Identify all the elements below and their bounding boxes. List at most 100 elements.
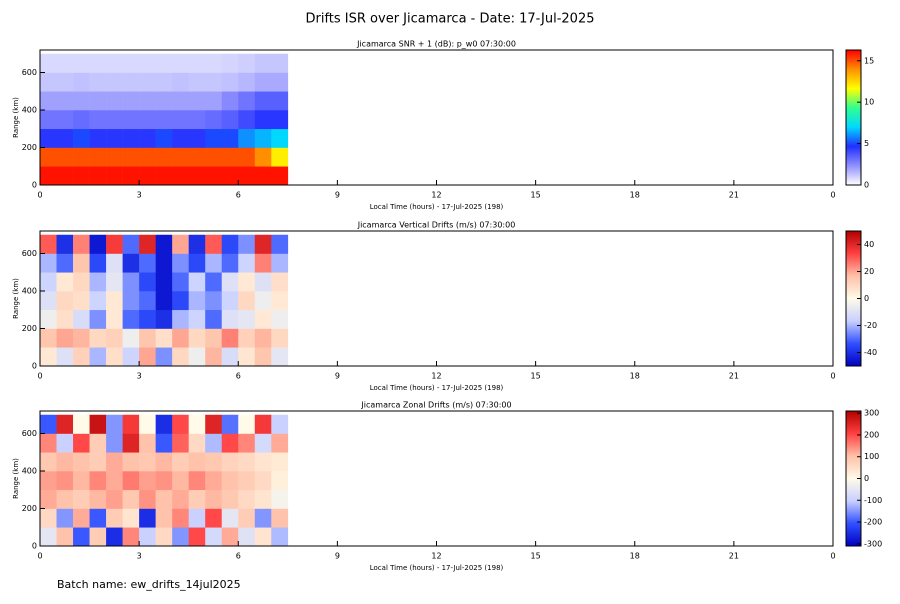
heatmap-cell bbox=[106, 234, 123, 254]
heatmap-cell bbox=[172, 328, 189, 348]
heatmap-cell bbox=[122, 471, 140, 491]
x-tick-label: 15 bbox=[531, 552, 541, 561]
heatmap-cell bbox=[89, 72, 107, 92]
heatmap-cell bbox=[56, 452, 74, 472]
heatmap-cell bbox=[56, 110, 74, 130]
heatmap-cell bbox=[254, 53, 272, 73]
heatmap-cell bbox=[89, 527, 107, 546]
heatmap-cell bbox=[271, 253, 289, 273]
heatmap-cell bbox=[238, 471, 256, 491]
heatmap-cell bbox=[56, 471, 74, 491]
heatmap-cell bbox=[205, 53, 223, 73]
heatmap-cell bbox=[205, 347, 223, 366]
heatmap-cell bbox=[40, 234, 57, 254]
heatmap-cell bbox=[56, 291, 74, 311]
heatmap-cell bbox=[40, 53, 57, 73]
heatmap-cell bbox=[172, 110, 189, 130]
heatmap-cell bbox=[56, 328, 74, 348]
heatmap-cell bbox=[89, 234, 107, 254]
heatmap-cell bbox=[205, 91, 223, 111]
heatmap-cell bbox=[155, 471, 173, 491]
heatmap-cell bbox=[205, 452, 223, 472]
heatmap-cell bbox=[122, 508, 140, 528]
heatmap-cell bbox=[155, 234, 173, 254]
x-tick-label: 0 bbox=[830, 552, 835, 561]
heatmap-cell bbox=[122, 309, 140, 329]
heatmap-cell bbox=[238, 272, 256, 292]
heatmap-cell bbox=[122, 234, 140, 254]
heatmap-cell bbox=[106, 508, 123, 528]
heatmap-cell bbox=[122, 110, 140, 130]
heatmap-cell bbox=[106, 452, 123, 472]
colorbar-tick-label: 0 bbox=[864, 474, 869, 483]
heatmap-cell bbox=[155, 72, 173, 92]
x-tick-label: 18 bbox=[630, 372, 640, 381]
heatmap-cell bbox=[172, 147, 189, 167]
heatmap-cell bbox=[188, 489, 206, 509]
heatmap-cell bbox=[254, 147, 272, 167]
heatmap-cell bbox=[89, 110, 107, 130]
heatmap-cell bbox=[271, 166, 289, 185]
heatmap-cell bbox=[172, 53, 189, 73]
x-tick-label: 21 bbox=[729, 191, 739, 200]
colorbar-tick-label: 40 bbox=[864, 240, 874, 249]
y-tick-label: 200 bbox=[22, 504, 37, 513]
y-axis-label: Range (km) bbox=[12, 458, 20, 499]
heatmap-cell bbox=[254, 309, 272, 329]
heatmap-cell bbox=[139, 471, 156, 491]
heatmap-cell bbox=[73, 147, 90, 167]
heatmap-cell bbox=[122, 527, 140, 546]
heatmap-cell bbox=[106, 414, 123, 434]
heatmap-cell bbox=[139, 91, 156, 111]
heatmap-cell bbox=[172, 527, 189, 546]
heatmap-cell bbox=[221, 91, 239, 111]
heatmap-cell bbox=[205, 291, 223, 311]
heatmap-cell bbox=[254, 347, 272, 366]
heatmap-cell bbox=[56, 414, 74, 434]
heatmap-cell bbox=[139, 253, 156, 273]
heatmap-cell bbox=[139, 452, 156, 472]
heatmap-cell bbox=[271, 53, 289, 73]
heatmap-cell bbox=[155, 272, 173, 292]
heatmap-cell bbox=[271, 347, 289, 366]
heatmap-cell bbox=[254, 328, 272, 348]
heatmap-cell bbox=[254, 291, 272, 311]
heatmap-cell bbox=[155, 508, 173, 528]
x-tick-label: 0 bbox=[37, 191, 42, 200]
heatmap-cell bbox=[205, 309, 223, 329]
heatmap-cell bbox=[205, 253, 223, 273]
heatmap-cell bbox=[221, 328, 239, 348]
heatmap-cell bbox=[205, 272, 223, 292]
heatmap-cell bbox=[238, 347, 256, 366]
y-axis-label: Range (km) bbox=[12, 97, 20, 138]
heatmap-cell bbox=[271, 452, 289, 472]
heatmap-cell bbox=[172, 234, 189, 254]
heatmap-cell bbox=[122, 328, 140, 348]
heatmap-cell bbox=[106, 128, 123, 148]
heatmap-cell bbox=[155, 527, 173, 546]
heatmap-cell bbox=[122, 53, 140, 73]
heatmap-cell bbox=[172, 508, 189, 528]
heatmap-cell bbox=[139, 234, 156, 254]
colorbar-tick-label: -300 bbox=[864, 539, 882, 548]
heatmap-cell bbox=[139, 433, 156, 453]
heatmap-cell bbox=[139, 53, 156, 73]
heatmap bbox=[40, 234, 289, 366]
heatmap-cell bbox=[238, 147, 256, 167]
heatmap-cell bbox=[188, 272, 206, 292]
heatmap-cell bbox=[56, 508, 74, 528]
heatmap-cell bbox=[73, 527, 90, 546]
heatmap-cell bbox=[73, 414, 90, 434]
heatmap-cell bbox=[188, 347, 206, 366]
heatmap-cell bbox=[205, 166, 223, 185]
heatmap-cell bbox=[205, 72, 223, 92]
heatmap-cell bbox=[56, 309, 74, 329]
heatmap-cell bbox=[139, 72, 156, 92]
heatmap-cell bbox=[172, 166, 189, 185]
heatmap-cell bbox=[221, 452, 239, 472]
heatmap-cell bbox=[221, 234, 239, 254]
heatmap-cell bbox=[205, 433, 223, 453]
heatmap-cell bbox=[122, 147, 140, 167]
heatmap-cell bbox=[155, 128, 173, 148]
heatmap-cell bbox=[221, 272, 239, 292]
